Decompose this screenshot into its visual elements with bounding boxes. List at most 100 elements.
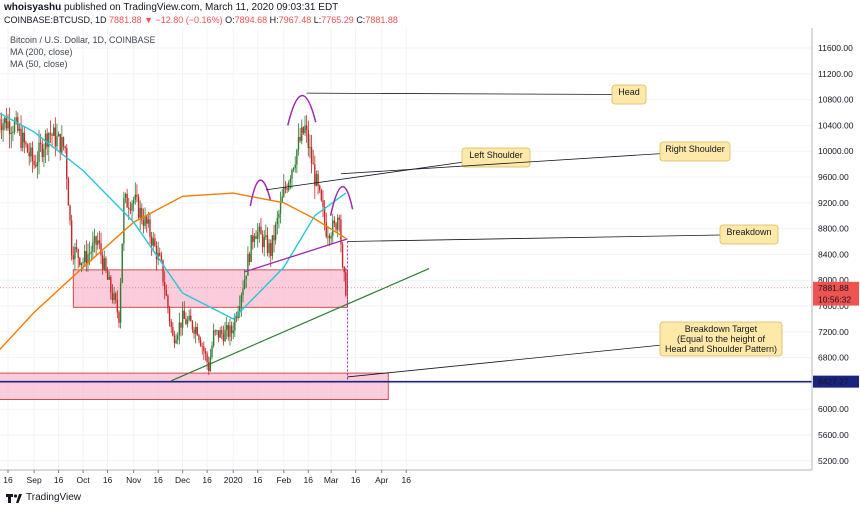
candle [296,148,298,174]
candle [214,329,216,336]
candle-body [26,144,29,153]
candle-body [147,219,150,224]
candle [69,204,71,226]
candle-body [322,200,324,207]
candle-body [154,238,156,246]
candle [118,310,120,328]
candle [177,332,179,345]
legend-ma50[interactable]: MA (50, close) [10,59,68,69]
candle [190,308,192,322]
candle-body [100,243,102,256]
candle-body [80,262,83,266]
candle-body [186,319,189,325]
candle [70,214,73,261]
candle-body [38,142,40,163]
footer-brand-label: TradingView [26,492,82,503]
candle-body [163,282,166,291]
price-badge-text: 6427.27 [818,377,849,387]
candle [25,140,27,148]
candle-body [180,322,182,328]
legend-ma200[interactable]: MA (200, close) [10,47,73,57]
candle [129,201,132,215]
candle-body [137,196,140,218]
candle [172,322,174,337]
candle [180,322,182,337]
candle [186,316,189,328]
time-tick-label: 16 [202,475,212,485]
candle-body [255,236,257,239]
price-chart[interactable]: Left Shoulder Head Right Shoulder Breakdown… [0,28,860,490]
candle [232,322,234,340]
candle [211,341,213,360]
time-tick-label: 16 [253,475,263,485]
price-tick-label: 7600.00 [818,301,849,311]
candle-body [170,321,172,327]
left-shoulder-callout-box [461,147,531,168]
candle [33,154,35,169]
candle [217,330,220,343]
candle-body [93,236,96,243]
candle [239,295,241,319]
low-value: 7765.29 [321,15,354,25]
candle-body [250,235,252,262]
candle [49,120,52,144]
ma50-line [0,112,347,320]
candle-body [162,260,164,283]
zone-box-2 [0,372,389,400]
candle-body [248,253,251,262]
price-tick-label: 6800.00 [818,353,849,363]
price-change: ▼ −12.80 (−0.16%) [144,15,223,25]
candle-body [203,346,205,352]
candle-body [343,266,345,273]
price-axis [812,28,860,470]
open-label: O: [225,15,235,25]
candle [95,235,97,257]
candle-body [7,121,9,129]
candle [260,217,262,235]
breakdown-target-callout-text: Head and Shoulder Pattern) [665,344,777,354]
legend-title: Bitcoin / U.S. Dollar, 1D, COINBASE [10,35,156,45]
candle [105,256,107,273]
candle-body [221,330,223,334]
candle-body [201,345,203,347]
candle-body [62,137,65,147]
candle-body [39,142,42,145]
candle [75,239,78,253]
time-tick-label: Dec [175,475,191,485]
price-tick-label: 10000.00 [818,146,854,156]
time-tick-label: 16 [54,475,64,485]
head-callout-text: Head [618,87,640,97]
time-tick-label: 16 [3,475,13,485]
candle [278,209,280,229]
candle-body [0,119,1,126]
candle-body [271,235,274,256]
candle [0,112,1,134]
time-tick-label: Mar [324,475,339,485]
candle-body [211,345,213,358]
candle [77,248,79,269]
candle-body [92,242,94,252]
candle [52,123,55,137]
price-badge-bg [813,375,859,388]
candle-body [304,125,306,134]
candle-body [8,121,11,135]
candle-body [101,255,104,270]
candle [141,203,143,225]
candle-body [12,132,14,134]
candle-body [299,136,301,141]
candle [131,200,133,221]
candle-body [323,206,326,222]
candle-body [152,238,154,246]
candle-body [124,193,127,198]
price-tick-label: 5200.00 [818,456,849,466]
author-name[interactable]: whoisyashu [4,2,62,13]
candle-body [230,325,233,334]
footer-brand[interactable]: TradingView [6,492,81,503]
candle [229,318,231,346]
candle [203,341,205,361]
candle-body [278,213,280,219]
right-shoulder-callout-text: Right Shoulder [665,144,725,154]
candle [134,182,136,205]
candle [178,312,181,345]
candle [90,245,92,262]
